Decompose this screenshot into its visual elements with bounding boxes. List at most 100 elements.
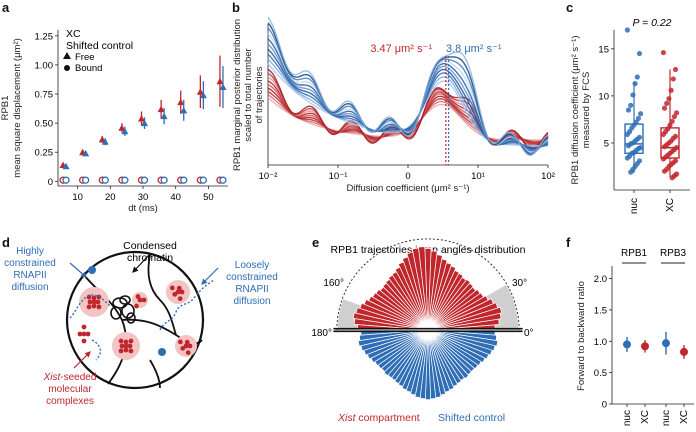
xist-complex-dot [179, 289, 185, 295]
chromatin-boundary-3 [147, 254, 177, 336]
panel-label-d: d [2, 235, 10, 250]
msd-legend-bound-marker [64, 65, 70, 71]
posterior-x-label: Diffusion coefficient (μm² s⁻¹) [346, 183, 469, 194]
panel-label-a: a [2, 0, 10, 15]
xist-complex-dot [169, 285, 175, 291]
fcs-point [625, 107, 632, 113]
fcs-point [629, 125, 635, 131]
ratio-point [641, 342, 649, 351]
xist-complex-dot [91, 295, 97, 301]
posterior-y-label-line3: of trajectories [254, 66, 265, 123]
highly-arrow [69, 262, 87, 278]
posterior-control-line [267, 22, 549, 156]
xist-complex-dot [87, 299, 93, 305]
panel-label-c: c [566, 0, 573, 15]
msd-y-tick-label: 0.75 [35, 90, 54, 101]
msd-y-label-line2: mean square displacement (μm²) [12, 38, 23, 178]
posterior-x-tick-label: 10¹ [471, 171, 485, 182]
ratio-y-tick-label: 2.0 [594, 274, 607, 285]
fcs-point [632, 81, 638, 87]
posterior-x-tick-label: 10² [541, 171, 555, 182]
msd-y-tick-label: 0.25 [35, 148, 54, 159]
msd-free-point [177, 98, 185, 106]
label-highly-2: constrained [4, 258, 56, 269]
polar-legend-control: Shifted control [438, 412, 505, 424]
panel-label-e: e [312, 235, 319, 250]
xist-complex-dot [187, 343, 193, 349]
fcs-boxplot: RPB1 diffusion coefficient (μm² s⁻¹) mea… [570, 17, 690, 214]
ratio-x-tick-label: XC [640, 410, 651, 424]
msd-x-tick-label: 50 [203, 192, 214, 203]
fcs-point [635, 115, 642, 122]
xist-complex-dot [177, 339, 183, 345]
posterior-control-line [267, 27, 549, 155]
fcs-x-tick-label: nuc [629, 198, 640, 214]
polar-xc-wedge [352, 312, 429, 331]
loosely-constrained-track [159, 279, 215, 331]
msd-bound-point [219, 176, 227, 184]
fcs-point [661, 168, 668, 174]
fcs-y-tick-label: 5 [604, 138, 609, 149]
ratio-y-tick-label: 0.5 [594, 368, 607, 379]
xist-complex-dot [81, 324, 87, 330]
msd-bound-point [140, 176, 149, 184]
msd-free-point [160, 112, 168, 120]
fcs-point [628, 102, 634, 108]
msd-free-point [62, 162, 70, 170]
ratio-point [623, 340, 631, 349]
xist-complex-dot [77, 331, 83, 337]
fcs-point [625, 143, 632, 149]
xist-complex-dot [177, 296, 183, 302]
fcs-y-tick-label: 15 [598, 44, 609, 55]
fcs-point [660, 131, 667, 138]
nucleus-schematic: Condensed chromatin Highly constrained R… [4, 240, 278, 407]
xist-complex-dots [77, 285, 193, 356]
polar-control-wedge [427, 329, 482, 367]
msd-y-tick-label: 1.00 [35, 60, 54, 71]
polar-xc-wedge [427, 292, 484, 331]
fcs-x-tick-label: XC [665, 198, 676, 212]
fcs-y-label-line1: RPB1 diffusion coefficient (μm² s⁻¹) [570, 36, 581, 185]
msd-free-point [118, 124, 126, 131]
chromatin-boundary-4 [149, 359, 161, 389]
label-loosely-1: Loosely [235, 260, 269, 271]
condensed-chromatin-scribble [110, 295, 136, 324]
msd-free-point [141, 119, 148, 127]
posterior-x-tick-label: 10⁻¹ [329, 171, 348, 182]
polar-control-wedge [427, 329, 470, 380]
msd-x-label: dt (ms) [128, 203, 158, 214]
xist-complex-dot [85, 331, 91, 337]
label-condensed-2: chromatin [127, 252, 173, 264]
msd-free-point [138, 114, 145, 122]
panel-label-f: f [566, 235, 571, 250]
polar-chart: RPB1 trajectories jump angles distributi… [311, 238, 534, 424]
label-loosely-3: RNAPII [235, 284, 268, 295]
xist-complex-dot [137, 297, 143, 303]
fcs-point [660, 49, 667, 56]
ratio-group-rpb1: RPB1 [621, 248, 648, 259]
polar-xc-wedge [427, 278, 471, 331]
fcs-point [664, 100, 670, 107]
label-highly-3: RNAPII [13, 270, 46, 281]
xist-complex-dot [183, 343, 189, 349]
xist-complex-dot [91, 303, 97, 309]
msd-legend-free: Free [75, 52, 95, 63]
polar-label-30: 30° [512, 278, 527, 289]
xist-complex-dot [175, 289, 181, 295]
msd-x-tick-label: 40 [170, 192, 181, 203]
polar-control-wedge [427, 329, 479, 370]
posterior-y-label-line2: scaled to total number [243, 48, 254, 141]
msd-bound-point [160, 176, 168, 184]
label-xist-2: molecular [48, 384, 92, 395]
xist-complex-dot [123, 343, 129, 349]
fcs-point [634, 74, 640, 80]
polar-control-wedge [359, 329, 429, 341]
label-condensed-1: Condensed [123, 240, 177, 252]
xist-complex-dot [176, 285, 182, 291]
msd-bound-point [199, 176, 207, 184]
msd-y-label-line1: RPB1 [0, 96, 11, 121]
xist-complex-dot [141, 297, 147, 303]
msd-y-tick-label: 1.25 [35, 31, 54, 42]
condensed-arrow [132, 253, 151, 273]
ratio-group-rpb3: RPB3 [660, 248, 687, 259]
